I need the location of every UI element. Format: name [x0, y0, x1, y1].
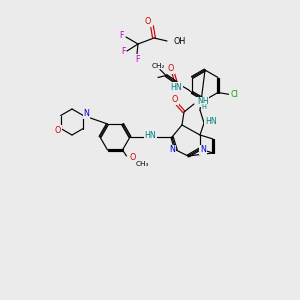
- Text: O: O: [55, 126, 61, 135]
- Text: N: N: [83, 109, 89, 118]
- Text: O: O: [130, 154, 136, 163]
- Text: HN: HN: [205, 116, 217, 125]
- Text: O: O: [168, 64, 174, 73]
- Text: CH₃: CH₃: [136, 161, 149, 167]
- Text: HN: HN: [144, 130, 156, 140]
- Text: O: O: [172, 95, 178, 104]
- Text: Cl: Cl: [230, 90, 238, 99]
- Text: O: O: [145, 17, 151, 26]
- Text: F: F: [120, 32, 124, 40]
- Text: CH₂: CH₂: [151, 62, 165, 68]
- Text: N: N: [169, 146, 175, 154]
- Text: F: F: [136, 55, 140, 64]
- Text: H: H: [202, 104, 206, 110]
- Text: F: F: [121, 46, 125, 56]
- Text: NH: NH: [197, 98, 209, 106]
- Text: N: N: [200, 146, 206, 154]
- Text: HN: HN: [170, 83, 182, 92]
- Text: OH: OH: [173, 37, 185, 46]
